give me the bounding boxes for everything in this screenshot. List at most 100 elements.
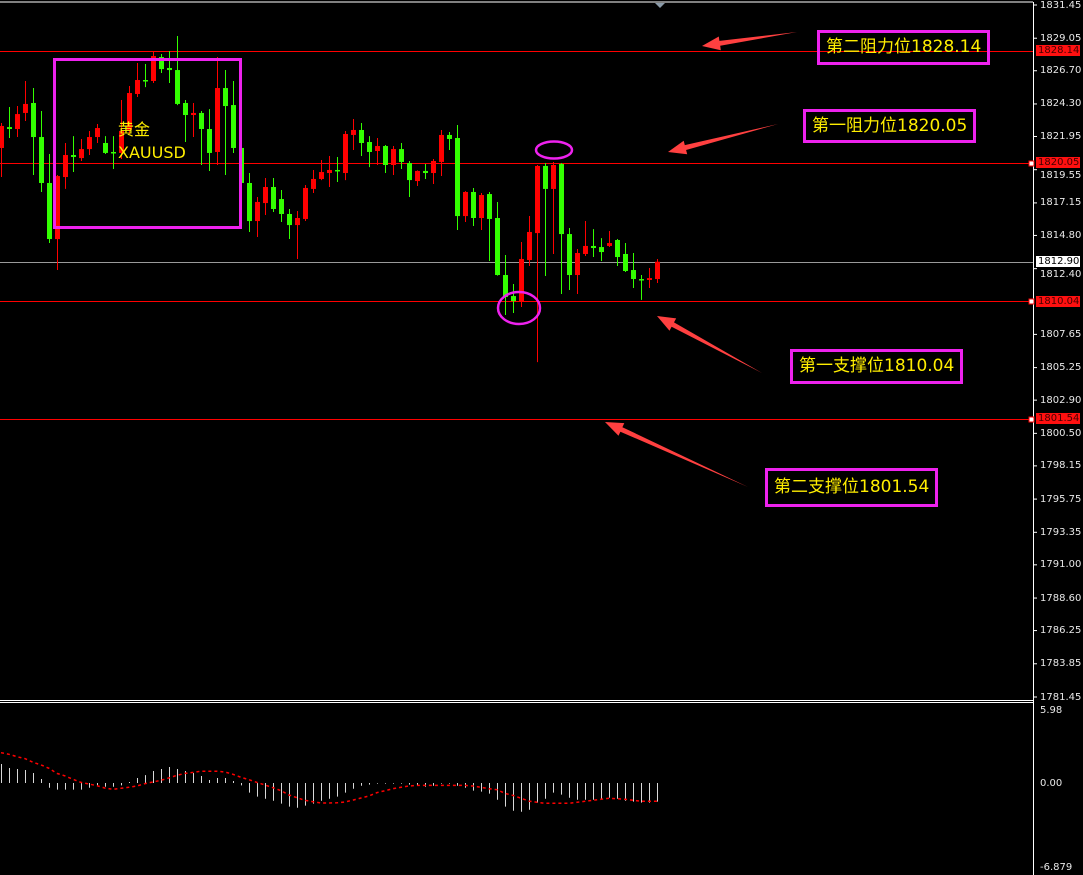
candle-body [375, 146, 380, 152]
candle-body [431, 160, 436, 174]
candle-body [391, 149, 396, 165]
level-price-badge: 1801.54 [1036, 413, 1080, 425]
price-tick-label: 1817.15 [1040, 197, 1082, 209]
annotation-resistance-1[interactable]: 第一阻力位1820.05 [803, 109, 977, 143]
candle-body [7, 127, 12, 130]
annotation-support-2[interactable]: 第二支撑位1801.54 [765, 468, 939, 507]
candle-body [367, 142, 372, 152]
candle-body [623, 253, 628, 272]
candle-body [527, 231, 532, 261]
chart-shift-marker-icon [655, 3, 665, 8]
candle-body [503, 275, 508, 298]
indicator-tick-label: -6.879 [1040, 861, 1073, 873]
candle-body [79, 149, 84, 159]
arrow-icon [605, 422, 748, 487]
price-tick-label: 1821.95 [1040, 130, 1082, 142]
candle-body [511, 296, 516, 302]
candle-body [423, 170, 428, 174]
price-tick-label: 1805.25 [1040, 362, 1082, 374]
price-tick-label: 1812.40 [1040, 268, 1082, 280]
price-tick-label: 1802.90 [1040, 394, 1082, 406]
candle-body [151, 56, 156, 81]
candle-body [639, 279, 644, 281]
price-tick-label: 1800.50 [1040, 427, 1082, 439]
annotation-resistance-2[interactable]: 第二阻力位1828.14 [817, 30, 991, 65]
price-tick-label: 1791.00 [1040, 559, 1082, 571]
candle-body [39, 137, 44, 183]
candle-body [535, 165, 540, 234]
candle-body [439, 134, 444, 162]
candle-body [287, 213, 292, 226]
price-tick-label: 1783.85 [1040, 658, 1082, 670]
resistance-highlight-ellipse [534, 140, 574, 160]
candle-body [551, 164, 556, 189]
candle-body [399, 149, 404, 162]
candle-body [207, 129, 212, 153]
candle-body [343, 133, 348, 174]
candle-body [119, 130, 124, 153]
candle-body [135, 80, 140, 94]
support-highlight-ellipse [496, 290, 542, 326]
level-price-badge: 1828.14 [1036, 45, 1080, 57]
candle-body [303, 187, 308, 219]
candle-body [607, 243, 612, 246]
symbol-box [53, 58, 242, 229]
candle-body [319, 172, 324, 179]
signal-line [0, 751, 657, 805]
candle-body [487, 194, 492, 219]
candle-body [143, 80, 148, 82]
price-tick-label: 1819.55 [1040, 169, 1082, 181]
candle-body [255, 201, 260, 222]
candle-body [311, 178, 316, 189]
candle-body [199, 112, 204, 130]
symbol-name: 黄金 [118, 120, 151, 139]
candle-body [327, 169, 332, 174]
annotation-support-1[interactable]: 第一支撑位1810.04 [790, 349, 964, 384]
candle-body [263, 186, 268, 204]
price-tick-label: 1788.60 [1040, 592, 1082, 604]
candle-body [191, 112, 196, 116]
candle-body [647, 278, 652, 281]
candle-body [519, 258, 524, 302]
level-handle-icon [1028, 416, 1035, 423]
level-price-badge: 1810.04 [1036, 295, 1080, 307]
candle-body [215, 88, 220, 152]
price-tick-label: 1831.45 [1040, 0, 1082, 11]
level-price-badge: 1820.05 [1036, 157, 1080, 169]
candle-body [655, 261, 660, 280]
candle-body [415, 170, 420, 182]
candle-body [175, 70, 180, 104]
arrow-icon [702, 32, 797, 51]
candle-body [55, 176, 60, 240]
price-tick-label: 1795.75 [1040, 493, 1082, 505]
candle-body [335, 169, 340, 172]
candle-body [599, 247, 604, 253]
candle-body [615, 240, 620, 258]
symbol-ticker: XAUUSD [118, 143, 186, 162]
candle-body [23, 103, 28, 113]
candle-body [223, 88, 228, 107]
arrow-icon [668, 124, 778, 155]
candle-body [0, 125, 4, 148]
candle-body [583, 245, 588, 254]
indicator-tick-label: 5.98 [1040, 704, 1063, 716]
price-tick-label: 1824.30 [1040, 98, 1082, 110]
candle-body [127, 93, 132, 130]
price-tick-label: 1798.15 [1040, 460, 1082, 472]
candle-body [471, 191, 476, 218]
bid-price-badge: 1812.90 [1036, 256, 1080, 268]
candle-body [63, 155, 68, 178]
arrow-icon [657, 316, 762, 373]
candle-body [87, 137, 92, 150]
candle-body [383, 146, 388, 165]
candle-body [159, 57, 164, 70]
candle-body [95, 128, 100, 138]
candle-body [71, 155, 76, 157]
candle-body [111, 151, 116, 154]
candle-body [407, 163, 412, 181]
candle-body [103, 142, 108, 153]
price-tick-label: 1826.70 [1040, 65, 1082, 77]
price-tick-label: 1814.80 [1040, 229, 1082, 241]
candle-body [31, 102, 36, 138]
